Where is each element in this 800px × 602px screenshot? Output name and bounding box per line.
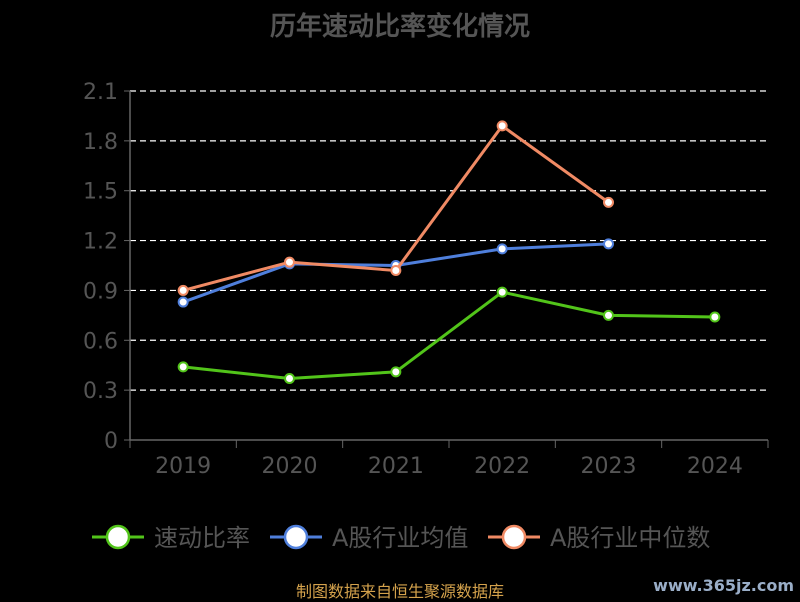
data-point <box>603 309 614 321</box>
x-tick-label: 2022 <box>474 454 530 479</box>
data-point <box>284 373 295 385</box>
data-point <box>603 238 614 250</box>
x-tick-label: 2024 <box>687 454 743 479</box>
y-tick-label: 0.9 <box>83 279 118 304</box>
legend-label: A股行业中位数 <box>550 524 710 552</box>
data-point <box>603 196 614 208</box>
chart-title: 历年速动比率变化情况 <box>269 12 530 42</box>
legend-marker <box>105 524 131 550</box>
data-point <box>709 311 721 323</box>
data-point <box>284 256 295 268</box>
y-tick-label: 2.1 <box>83 80 118 105</box>
data-point <box>390 366 402 378</box>
data-point <box>177 284 189 296</box>
y-tick-label: 1.5 <box>83 180 118 205</box>
legend-marker <box>283 524 309 550</box>
data-point <box>177 296 189 308</box>
legend-label: 速动比率 <box>154 524 250 552</box>
data-point <box>177 361 189 373</box>
legend-label: A股行业均值 <box>332 524 468 552</box>
x-tick-label: 2020 <box>262 454 318 479</box>
site-watermark: www.365jz.com <box>653 576 794 595</box>
x-tick-label: 2023 <box>581 454 637 479</box>
data-point <box>496 120 508 132</box>
series-line <box>183 290 715 381</box>
data-point <box>496 286 508 298</box>
legend-marker <box>501 524 527 550</box>
x-tick-label: 2019 <box>155 454 211 479</box>
y-tick-label: 1.8 <box>83 130 118 155</box>
data-point <box>496 243 508 255</box>
data-source-note: 制图数据来自恒生聚源数据库 <box>295 582 504 601</box>
y-tick-label: 0 <box>104 429 118 454</box>
y-tick-label: 1.2 <box>83 230 118 255</box>
y-tick-label: 0.6 <box>83 329 118 354</box>
x-tick-label: 2021 <box>368 454 424 479</box>
data-point <box>390 264 402 276</box>
y-tick-label: 0.3 <box>83 379 118 404</box>
